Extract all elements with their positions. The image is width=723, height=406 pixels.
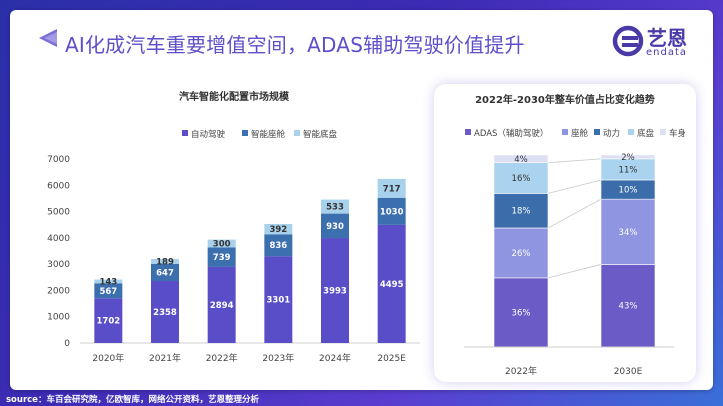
chart2-legend-label: 车身 [669, 128, 686, 139]
chart1-xtick-label: 2021年 [149, 352, 181, 364]
chart1-data-label: 930 [326, 222, 344, 232]
chart1-data-label: 3993 [323, 287, 347, 297]
chart2-bar-segment [600, 154, 656, 160]
chart1-xtick-label: 2023年 [262, 352, 294, 364]
chart1-legend-label: 智能座舱 [251, 129, 286, 140]
logo-text-en: endata [646, 47, 688, 58]
chart2-legend-swatch [660, 129, 666, 135]
chart2-data-label: 34% [619, 228, 638, 238]
chart2-legend-label: 座舱 [571, 128, 589, 139]
chart1-bar-segment [264, 234, 293, 257]
triangle-icon [39, 29, 57, 47]
chart2-title: 2022年-2030年整车价值占比变化趋势 [475, 93, 655, 106]
chart1-data-label: 2358 [153, 308, 177, 318]
chart1-data-label: 392 [269, 225, 287, 235]
logo-text-cn: 艺恩 [647, 26, 687, 50]
chart1-bar-segment [207, 247, 236, 267]
chart2-legend-swatch [562, 129, 568, 135]
chart1-bar-segment [377, 178, 406, 198]
chart2-bar-segment [493, 193, 549, 229]
chart1-bar-segment [264, 256, 293, 343]
chart2-data-label: 26% [512, 249, 531, 259]
chart1-bar-segment [377, 224, 406, 343]
chart1-ytick-label: 6000 [47, 181, 70, 191]
chart2-bar-segment [493, 277, 549, 348]
chart2-bar-segment [493, 227, 549, 279]
chart1-data-label: 567 [99, 287, 117, 297]
chart1-xtick-label: 2025E [377, 354, 406, 364]
page-title: AI化成汽车重要增值空间，ADAS辅助驾驶价值提升 [65, 33, 525, 57]
chart1-bar-segment [94, 283, 123, 299]
chart1-data-label: 717 [383, 184, 401, 194]
chart2-data-label: 18% [512, 207, 531, 217]
chart1-bar-segment [264, 223, 293, 235]
chart2-data-label: 36% [512, 308, 531, 318]
chart1-data-label: 1702 [96, 317, 120, 327]
chart2-legend-swatch [465, 129, 471, 135]
chart2-data-label: 10% [619, 186, 638, 196]
chart2-connector-line [547, 264, 602, 279]
chart1-bar-segment [151, 281, 179, 343]
chart1-data-label: 1030 [380, 207, 404, 217]
chart1-bar-segment [151, 264, 179, 282]
chart1-xtick-label: 2024年 [319, 352, 351, 364]
chart2-connector-line [547, 179, 602, 194]
chart1-ytick-label: 3000 [47, 260, 70, 270]
chart2-legend-swatch [594, 129, 600, 135]
chart2-legend-label: 动力 [603, 128, 620, 139]
chart1-data-label: 300 [213, 240, 231, 250]
chart1-data-label: 143 [99, 277, 117, 287]
chart1-bar-segment [94, 279, 123, 284]
chart2-xtick-label: 2030E [614, 367, 643, 377]
value-share-chart: 2022年-2030年整车价值占比变化趋势 ADAS（辅助驾驶） 座舱 动力 底盘 车身 3… [464, 93, 686, 377]
chart1-bar-segment [207, 266, 236, 343]
chart2-data-label: 4% [514, 155, 528, 165]
chart1-bar-segment [377, 197, 406, 225]
chart2-data-label: 11% [619, 165, 638, 175]
chart1-legend-swatch [242, 130, 248, 136]
chart1-data-label: 3301 [266, 296, 290, 306]
chart2-connector-line [547, 198, 602, 229]
chart2-legend-label: ADAS（辅助驾驶） [474, 128, 548, 139]
chart1-xtick-label: 2020年 [92, 352, 124, 364]
chart2-data-label: 43% [619, 302, 638, 312]
chart1-bar-segment [151, 259, 179, 265]
chart1-data-label: 836 [269, 241, 287, 251]
chart1-ytick-label: 1000 [47, 313, 70, 323]
chart1-legend-swatch [182, 130, 188, 136]
chart1-data-label: 2894 [210, 301, 234, 311]
chart2-legend-swatch [628, 129, 634, 135]
chart1-ytick-label: 7000 [47, 155, 70, 165]
chart2-connector-line [547, 158, 602, 164]
chart1-data-label: 647 [156, 269, 174, 279]
chart1-data-label: 4495 [380, 280, 404, 290]
source-note: source：车百会研究院，亿欧智库，网络公开资料，艺恩整理分析 [6, 395, 259, 405]
chart1-legend-label: 自动驾驶 [191, 129, 226, 140]
chart1-data-label: 739 [213, 253, 231, 263]
chart1-legend-label: 智能底盘 [303, 129, 338, 140]
chart1-data-label: 533 [326, 203, 344, 213]
chart1-ytick-label: 5000 [47, 208, 70, 218]
brand-logo: 艺恩 endata [610, 20, 704, 68]
chart2-bar-segment [493, 154, 549, 163]
chart1-bar-segment [321, 199, 349, 214]
chart2-xtick-label: 2022年 [505, 365, 537, 377]
chart1-title: 汽车智能化配置市场规模 [179, 90, 290, 103]
endata-logo-icon [612, 25, 644, 57]
chart2-data-label: 2% [621, 153, 635, 163]
chart2-data-label: 16% [512, 174, 531, 184]
chart1-bar-segment [321, 238, 349, 343]
chart1-bar-segment [94, 298, 123, 343]
chart1-bar-segment [207, 239, 236, 248]
chart1-xtick-label: 2022年 [206, 352, 238, 364]
chart1-bar-segment [321, 213, 349, 239]
chart1-legend-swatch [294, 130, 300, 136]
chart1-data-label: 189 [156, 258, 174, 268]
chart1-ytick-label: 2000 [47, 286, 70, 296]
chart1-ytick-label: 0 [64, 339, 70, 349]
chart2-legend-label: 底盘 [637, 128, 655, 139]
chart1-ytick-label: 4000 [47, 234, 70, 244]
